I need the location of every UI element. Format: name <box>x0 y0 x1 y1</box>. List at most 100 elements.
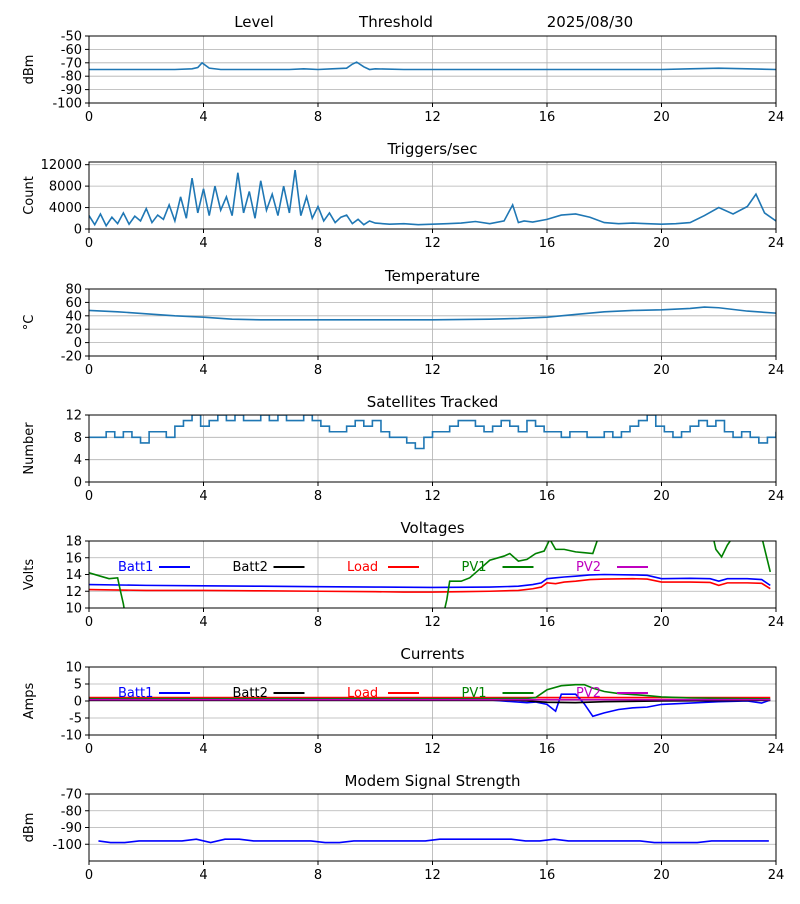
y-tick-label: 12000 <box>41 158 82 173</box>
x-tick-label: 20 <box>653 742 670 757</box>
x-tick-label: 24 <box>768 236 785 251</box>
y-tick-label: 8 <box>74 431 82 446</box>
x-tick-label: 4 <box>199 868 207 883</box>
x-tick-label: 12 <box>424 236 441 251</box>
y-axis-label: dBm <box>22 813 37 843</box>
y-tick-label: -70 <box>61 56 82 71</box>
x-tick-label: 20 <box>653 363 670 378</box>
y-tick-label: 10 <box>65 602 82 617</box>
x-tick-label: 0 <box>85 363 93 378</box>
x-tick-label: 0 <box>85 615 93 630</box>
y-axis-label: °C <box>22 315 37 331</box>
x-tick-label: 0 <box>85 489 93 504</box>
header-date: 2025/08/30 <box>547 13 633 31</box>
x-tick-label: 20 <box>653 489 670 504</box>
y-tick-label: 14 <box>65 568 82 583</box>
x-tick-label: 4 <box>199 110 207 125</box>
x-tick-label: 4 <box>199 742 207 757</box>
x-tick-label: 16 <box>539 868 556 883</box>
y-axis-label: Amps <box>22 682 37 719</box>
x-tick-label: 24 <box>768 489 785 504</box>
x-tick-label: 20 <box>653 110 670 125</box>
x-tick-label: 20 <box>653 236 670 251</box>
header-level-label: Level <box>234 13 274 31</box>
chart-title: Voltages <box>400 519 464 537</box>
y-tick-label: 40 <box>65 309 82 324</box>
legend-label: Batt1 <box>118 686 153 701</box>
y-tick-label: 4000 <box>49 201 82 216</box>
triggers-series-line <box>89 169 776 228</box>
x-tick-label: 12 <box>424 363 441 378</box>
y-axis-label: Volts <box>22 559 37 591</box>
level-series-line <box>89 61 776 71</box>
y-tick-label: 0 <box>74 336 82 351</box>
pv1-series-line <box>89 683 771 700</box>
x-tick-label: 12 <box>424 868 441 883</box>
y-axis-label: Number <box>22 422 37 475</box>
x-tick-label: 12 <box>424 615 441 630</box>
y-tick-label: 0 <box>74 476 82 491</box>
batt2-series-line <box>89 699 771 704</box>
x-tick-label: 24 <box>768 110 785 125</box>
y-tick-label: 20 <box>65 323 82 338</box>
y-tick-label: 10 <box>65 661 82 676</box>
modem-series-line <box>98 838 769 844</box>
chart-title: Currents <box>400 645 464 663</box>
batt1-series-line <box>89 573 771 589</box>
x-tick-label: 12 <box>424 110 441 125</box>
x-tick-label: 12 <box>424 742 441 757</box>
x-tick-label: 16 <box>539 742 556 757</box>
y-axis-label: Count <box>22 176 37 215</box>
pv1-series-line <box>89 541 772 608</box>
x-tick-label: 24 <box>768 615 785 630</box>
satellites-series-line <box>89 415 776 450</box>
y-axis-label: dBm <box>22 55 37 85</box>
y-tick-label: 4 <box>74 453 82 468</box>
x-tick-label: 4 <box>199 489 207 504</box>
y-tick-label: -80 <box>61 804 82 819</box>
chart-title: Temperature <box>384 267 480 285</box>
y-tick-label: -20 <box>61 350 82 365</box>
y-tick-label: -5 <box>69 712 82 727</box>
x-tick-label: 8 <box>314 236 322 251</box>
y-tick-label: -100 <box>52 97 82 112</box>
y-tick-label: -50 <box>61 30 82 45</box>
x-tick-label: 8 <box>314 868 322 883</box>
load-series-line <box>89 577 771 593</box>
legend-label: Batt1 <box>118 560 153 575</box>
x-tick-label: 16 <box>539 363 556 378</box>
y-tick-label: 8000 <box>49 180 82 195</box>
y-tick-label: 12 <box>65 585 82 600</box>
y-tick-label: -80 <box>61 70 82 85</box>
x-tick-label: 8 <box>314 742 322 757</box>
y-tick-label: 0 <box>74 695 82 710</box>
legend-label: PV1 <box>462 686 487 701</box>
x-tick-label: 20 <box>653 868 670 883</box>
chart-title: Modem Signal Strength <box>345 772 521 790</box>
y-tick-label: -10 <box>61 729 82 744</box>
legend-label: PV2 <box>576 560 601 575</box>
x-tick-label: 0 <box>85 868 93 883</box>
chart-title: Triggers/sec <box>387 140 478 158</box>
x-tick-label: 24 <box>768 363 785 378</box>
x-tick-label: 0 <box>85 110 93 125</box>
x-tick-label: 8 <box>314 110 322 125</box>
x-tick-label: 8 <box>314 489 322 504</box>
x-tick-label: 24 <box>768 742 785 757</box>
x-tick-label: 0 <box>85 236 93 251</box>
legend-label: Load <box>347 686 378 701</box>
y-tick-label: -90 <box>61 821 82 836</box>
y-tick-label: -100 <box>52 838 82 853</box>
legend-label: Batt2 <box>233 686 268 701</box>
x-tick-label: 4 <box>199 363 207 378</box>
y-tick-label: -60 <box>61 43 82 58</box>
x-tick-label: 16 <box>539 110 556 125</box>
x-tick-label: 4 <box>199 236 207 251</box>
x-tick-label: 16 <box>539 615 556 630</box>
x-tick-label: 24 <box>768 868 785 883</box>
y-tick-label: 80 <box>65 283 82 298</box>
y-tick-label: 12 <box>65 409 82 424</box>
y-tick-label: 16 <box>65 551 82 566</box>
